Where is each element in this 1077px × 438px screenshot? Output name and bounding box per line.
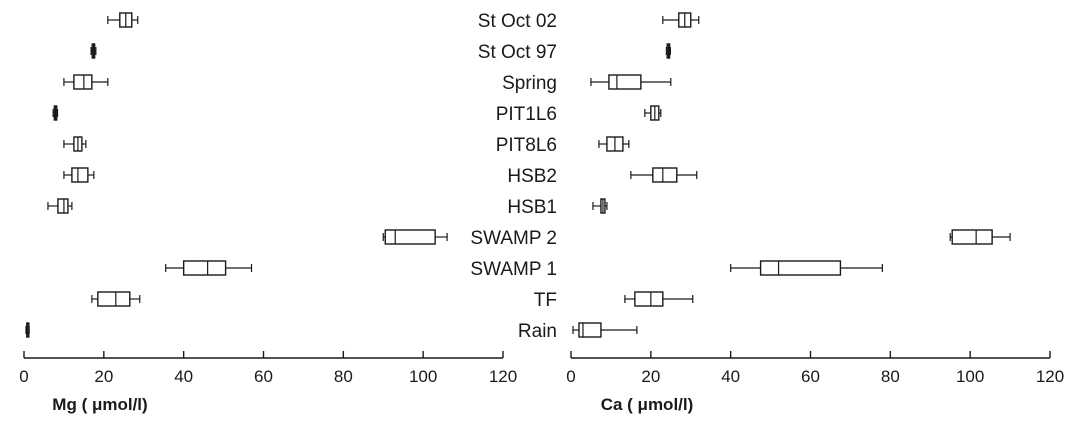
mg-box-tf [91, 291, 141, 307]
category-label-hsb1: HSB1 [507, 197, 557, 218]
mg-tick-label: 40 [174, 367, 193, 386]
ca-box-hsb1 [592, 198, 608, 214]
category-labels: St Oct 02 St Oct 97 Spring PIT1L6 PIT8L6 HSB2… [470, 11, 557, 342]
category-label-st-oct-97: St Oct 97 [478, 42, 557, 63]
ca-box-spring [590, 74, 672, 90]
box-iqr [384, 229, 436, 245]
mg-tick-label: 60 [254, 367, 273, 386]
mg-box-spring [63, 74, 109, 90]
mg-tick-label: 80 [334, 367, 353, 386]
box-iqr [951, 229, 993, 245]
box-iqr [57, 198, 69, 214]
box-iqr [652, 167, 678, 183]
mg-tick-label: 20 [94, 367, 113, 386]
ca-tick-label: 40 [721, 367, 740, 386]
box-iqr [182, 260, 227, 276]
ca-axis-title: Ca ( μmol/l) [601, 395, 694, 414]
ca-tick-label: 100 [956, 367, 984, 386]
ca-box-hsb2 [630, 167, 698, 183]
ca-box-rain [572, 322, 638, 338]
mg-axis-title: Mg ( μmol/l) [52, 395, 147, 414]
category-label-pit8l6: PIT8L6 [496, 135, 557, 156]
category-label-spring: Spring [502, 73, 557, 94]
box-iqr [608, 74, 642, 90]
mg-panel: 0 20 40 60 80 100 120 Mg ( μmol/l) [19, 12, 517, 414]
box-iqr [71, 167, 89, 183]
ca-tick-label: 120 [1036, 367, 1064, 386]
mg-tick-label: 120 [489, 367, 517, 386]
mg-box-swamp-2 [382, 229, 448, 245]
mg-box-rain [25, 322, 30, 338]
mg-tick-label: 0 [19, 367, 28, 386]
box-iqr [73, 74, 93, 90]
box-iqr [759, 260, 842, 276]
ca-tick-label: 0 [566, 367, 575, 386]
category-label-st-oct-02: St Oct 02 [478, 11, 557, 32]
ca-panel: 0 20 40 60 80 100 120 Ca ( μmol/l) [566, 12, 1064, 414]
category-label-rain: Rain [518, 321, 557, 342]
mg-tick-label: 100 [409, 367, 437, 386]
mg-box-swamp-1 [165, 260, 253, 276]
category-label-swamp-1: SWAMP 1 [470, 259, 557, 280]
ca-box-pit8l6 [598, 136, 630, 152]
box-iqr [578, 322, 602, 338]
box-iqr [634, 291, 664, 307]
ca-box-pit1l6 [644, 105, 662, 121]
category-label-tf: TF [534, 290, 557, 311]
category-label-swamp-2: SWAMP 2 [470, 228, 557, 249]
mg-box-pit8l6 [63, 136, 87, 152]
mg-box-st-oct-02 [107, 12, 139, 28]
ca-tick-label: 20 [641, 367, 660, 386]
ca-box-tf [624, 291, 694, 307]
mg-box-hsb1 [47, 198, 73, 214]
ca-box-st-oct-02 [662, 12, 700, 28]
box-iqr [97, 291, 131, 307]
ca-box-st-oct-97 [665, 43, 671, 59]
ca-box-swamp-1 [730, 260, 883, 276]
ca-tick-label: 60 [801, 367, 820, 386]
ca-box-swamp-2 [949, 229, 1011, 245]
category-label-pit1l6: PIT1L6 [496, 104, 557, 125]
ca-tick-label: 80 [881, 367, 900, 386]
category-label-hsb2: HSB2 [507, 166, 557, 187]
mg-box-pit1l6 [52, 105, 59, 121]
mg-box-st-oct-97 [90, 43, 97, 59]
mg-box-hsb2 [63, 167, 95, 183]
